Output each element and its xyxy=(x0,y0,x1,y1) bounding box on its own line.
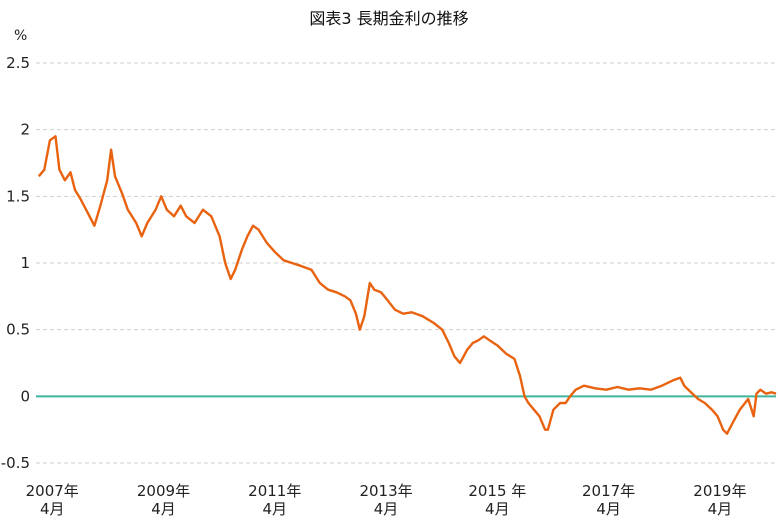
x-tick-label-month: 4月 xyxy=(708,500,733,518)
y-tick-label: 0.5 xyxy=(6,321,30,339)
x-tick-label-year: 2015 年 xyxy=(468,482,526,500)
y-tick-label: -0.5 xyxy=(1,454,30,472)
x-tick-label-month: 4月 xyxy=(263,500,288,518)
y-tick-label: 1.5 xyxy=(6,187,30,205)
y-tick-label: 1 xyxy=(20,254,30,272)
x-tick-label-year: 2019年 xyxy=(693,482,746,500)
series-line-long-term-rate xyxy=(37,135,777,435)
x-tick-label-year: 2011年 xyxy=(248,482,301,500)
y-tick-label: 2.5 xyxy=(6,54,30,72)
gridlines xyxy=(36,62,776,464)
x-tick-label-month: 4月 xyxy=(596,500,621,518)
x-tick-label-month: 4月 xyxy=(151,500,176,518)
x-tick-label-year: 2007年 xyxy=(26,482,79,500)
x-tick-label-year: 2009年 xyxy=(137,482,190,500)
y-tick-label: 2 xyxy=(20,121,30,139)
chart-title: 図表3 長期金利の推移 xyxy=(309,9,468,28)
y-tick-label: 0 xyxy=(20,387,30,405)
y-axis-ticks: 2.5 2 1.5 1 0.5 0 -0.5 xyxy=(1,54,30,472)
x-tick-label-year: 2013年 xyxy=(359,482,412,500)
x-tick-label-month: 4月 xyxy=(485,500,510,518)
y-axis-unit: % xyxy=(14,28,27,44)
x-tick-label-month: 4月 xyxy=(374,500,399,518)
x-tick-label-month: 4月 xyxy=(40,500,65,518)
x-tick-label-year: 2017年 xyxy=(582,482,635,500)
